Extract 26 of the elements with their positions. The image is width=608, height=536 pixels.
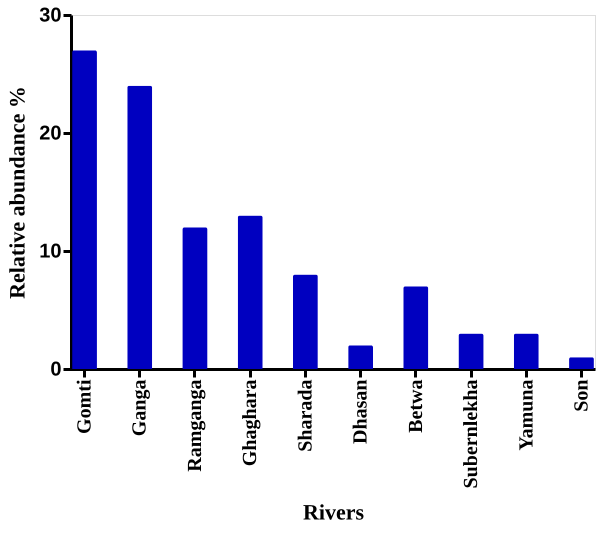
bar — [348, 345, 374, 369]
bar — [72, 50, 97, 369]
x-tick-label: Gomti — [74, 379, 96, 434]
bar — [238, 216, 263, 369]
x-tick-label: Yamuna — [515, 380, 538, 451]
y-axis-title: Relative abundance % — [4, 86, 30, 299]
bar — [458, 334, 484, 369]
bar — [569, 357, 594, 369]
x-tick-label: Betwa — [404, 380, 427, 433]
y-tick-label: 20 — [39, 122, 62, 144]
x-tick-label: Subernlekha — [460, 380, 482, 488]
bar — [182, 227, 208, 369]
x-tick-label: Ghaghara — [239, 380, 262, 466]
x-tick-label: Ramganga — [184, 380, 206, 472]
x-axis-title: Rivers — [302, 499, 364, 524]
bar — [127, 86, 152, 369]
y-tick-label: 0 — [50, 358, 62, 380]
bar — [292, 274, 318, 369]
y-tick-label: 10 — [39, 240, 62, 262]
x-tick-label: Son — [570, 380, 592, 412]
x-tick-label: Ganga — [128, 380, 151, 436]
bar — [403, 286, 428, 369]
x-tick-label: Sharada — [294, 380, 316, 452]
x-tick-label: Dhasan — [350, 380, 372, 444]
bar — [514, 334, 539, 369]
y-tick-label: 30 — [39, 4, 62, 26]
